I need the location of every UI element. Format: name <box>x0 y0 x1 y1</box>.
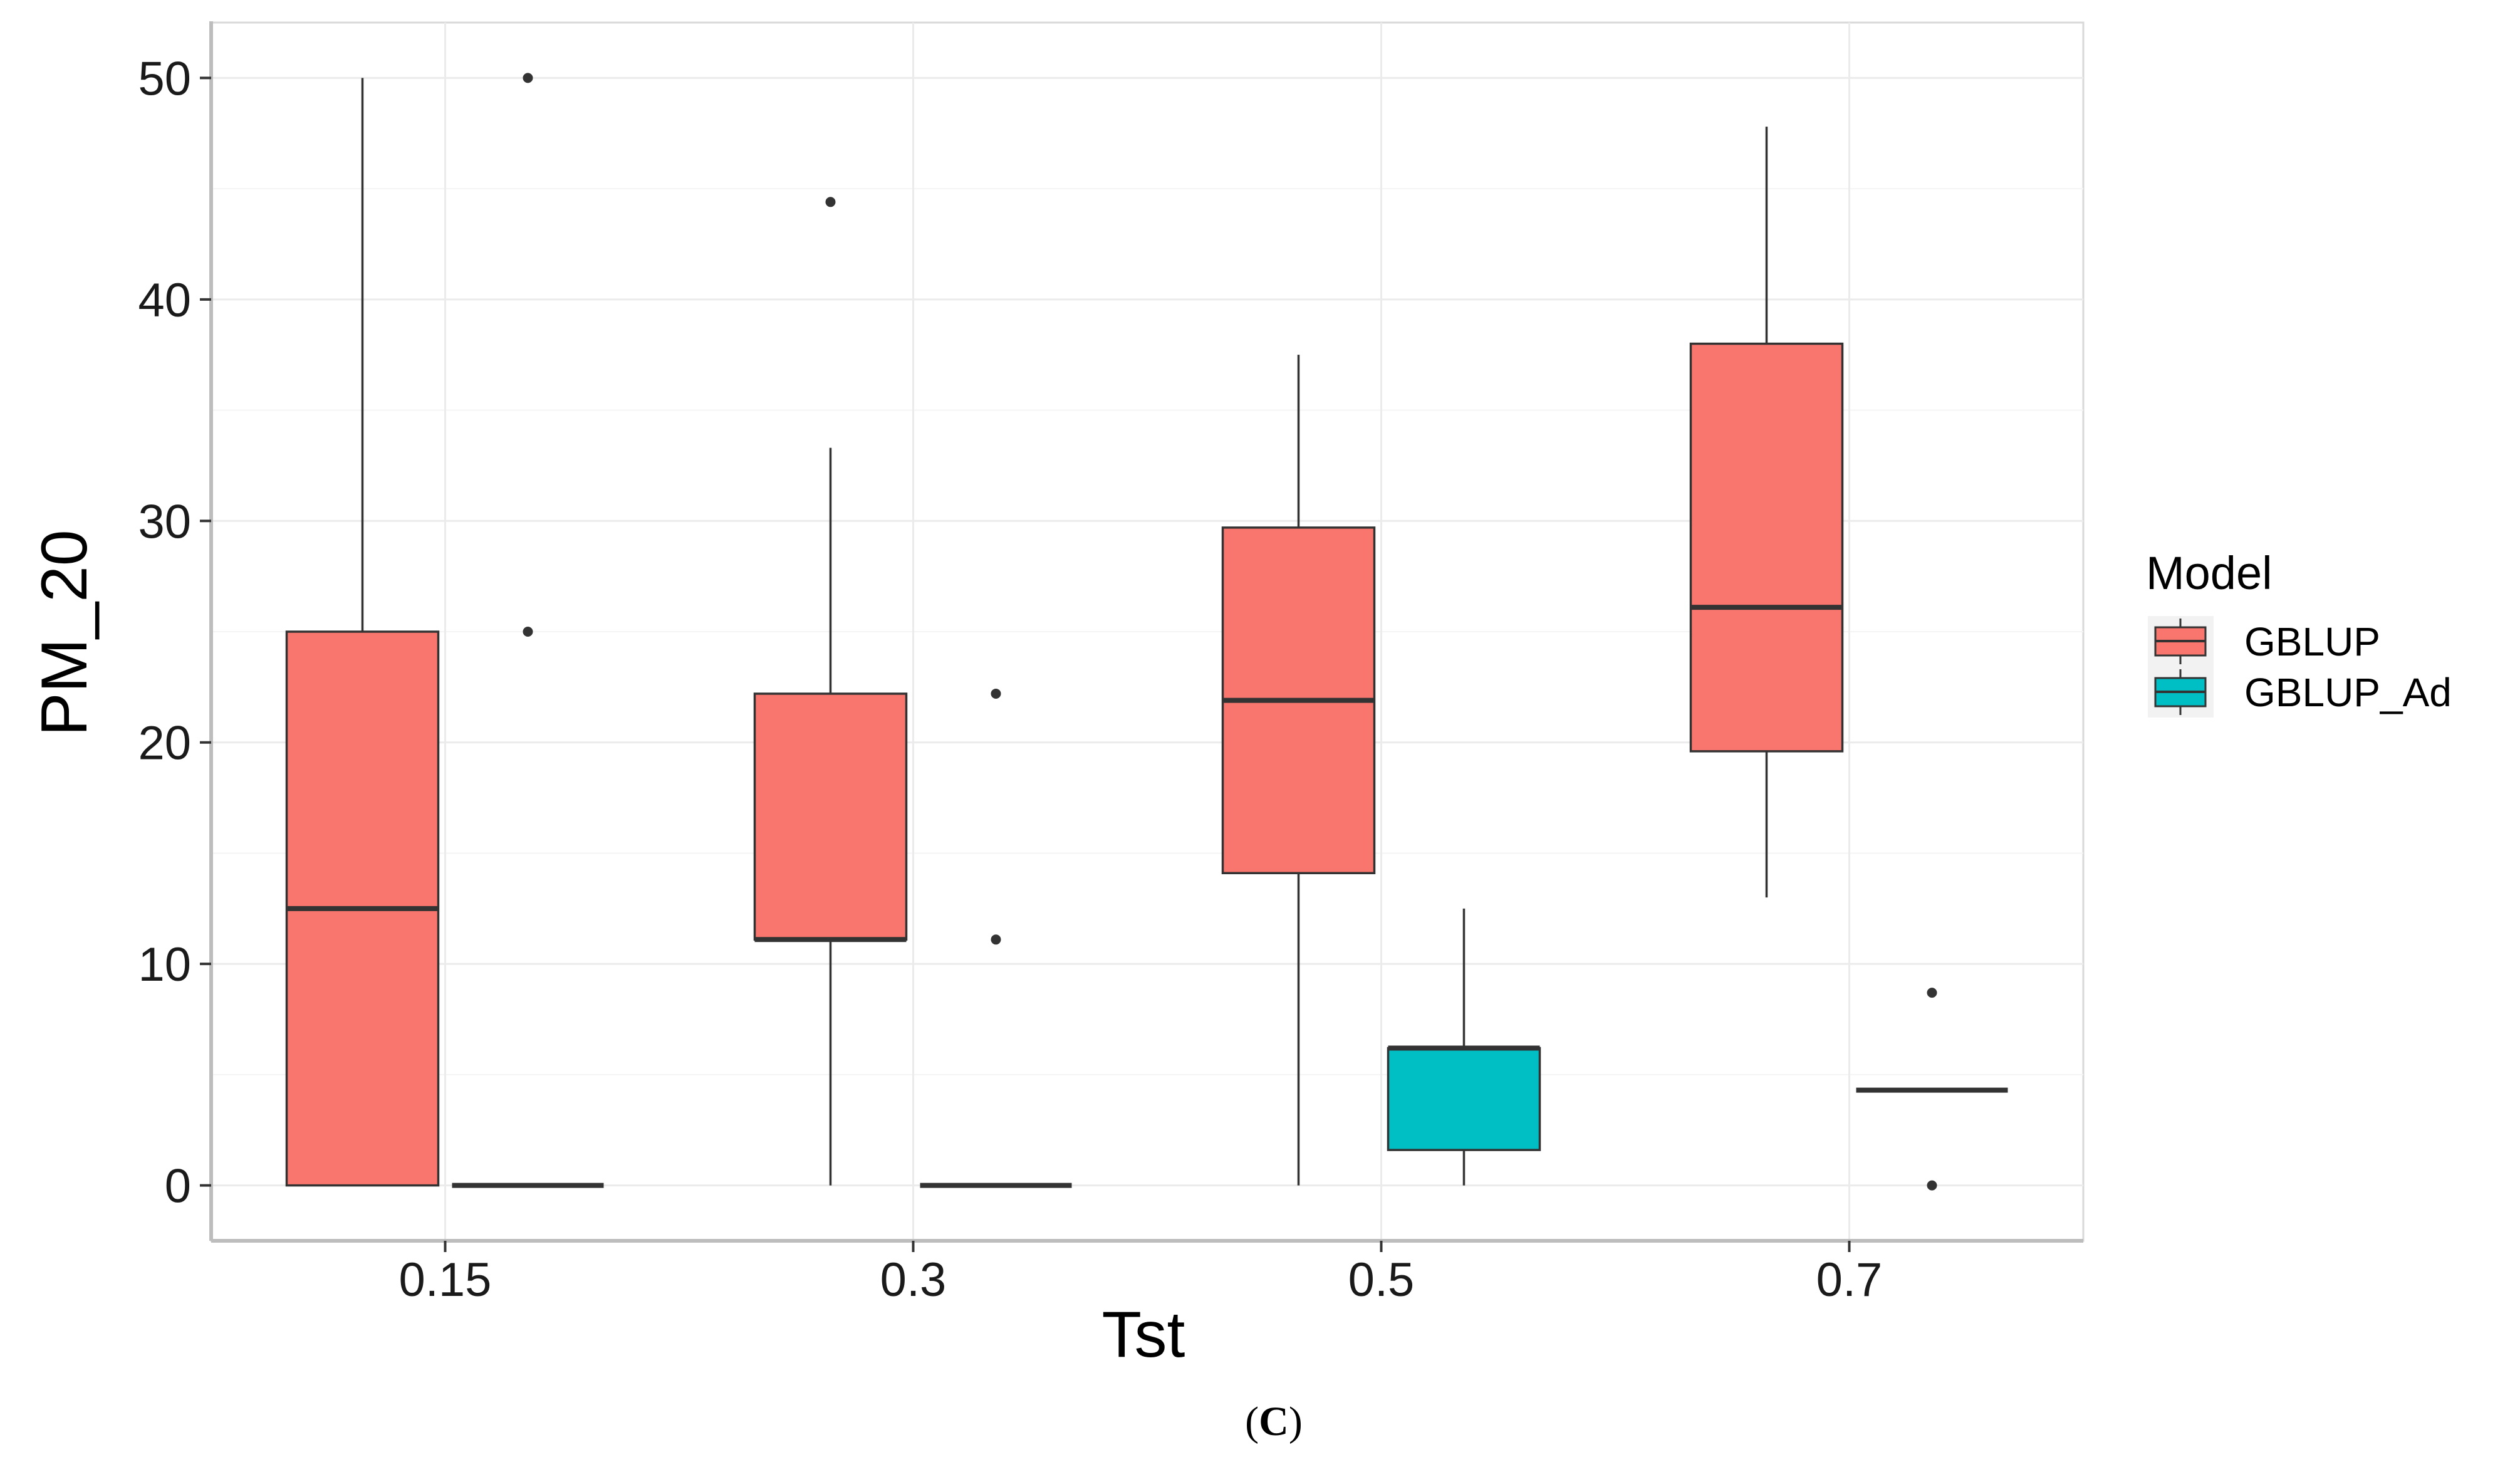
box-gblup-0.7 <box>1689 127 1844 898</box>
x-tick-label: 0.5 <box>1348 1253 1415 1307</box>
y-tick-label: 20 <box>138 717 191 770</box>
outlier-point <box>523 627 533 637</box>
y-tick-label: 30 <box>138 495 191 548</box>
outlier-point <box>1927 988 1937 998</box>
legend-title: Model <box>2146 547 2273 599</box>
outlier-point <box>1927 1180 1937 1191</box>
y-tick-label: 40 <box>138 274 191 327</box>
caption-letter: C <box>1259 1399 1289 1444</box>
caption-close-paren: ) <box>1289 1399 1303 1444</box>
outlier-point <box>991 934 1001 945</box>
x-tick-label: 0.3 <box>880 1253 947 1307</box>
caption-open-paren: ( <box>1245 1399 1259 1444</box>
legend-key-gblup-ad <box>2148 667 2214 718</box>
box-gblup-ad-0.5 <box>1387 908 1541 1186</box>
box-body <box>1689 342 1844 753</box>
axes: 0 10 20 30 40 50 0.15 0.3 0.5 0.7 <box>138 21 2083 1307</box>
legend-label-gblup: GBLUP <box>2244 619 2380 664</box>
y-tick-label: 50 <box>138 52 191 105</box>
x-tick-label: 0.7 <box>1816 1253 1883 1307</box>
outlier-point <box>825 197 836 207</box>
box-gblup-0.15 <box>285 78 440 1187</box>
outlier-point <box>523 73 533 83</box>
x-tick-label: 0.15 <box>399 1253 492 1307</box>
box-gblup-ad-0.15 <box>452 73 604 1188</box>
box-gblup-ad-0.7 <box>1856 988 2008 1191</box>
x-axis-title: Tst <box>1102 1298 1185 1371</box>
box-body <box>753 692 908 941</box>
y-axis-title: PM_20 <box>28 530 101 736</box>
y-tick-label: 0 <box>165 1160 191 1213</box>
legend-label-gblup-ad: GBLUP_Ad <box>2244 670 2452 715</box>
outlier-point <box>991 688 1001 699</box>
box-body <box>1387 1047 1541 1151</box>
legend-key-gblup <box>2148 616 2214 667</box>
y-tick-label: 10 <box>138 938 191 991</box>
box-gblup-0.5 <box>1221 355 1376 1186</box>
box-gblup-ad-0.3 <box>920 688 1072 1188</box>
legend: Model GBLUP GBLUP_Ad <box>2146 547 2452 718</box>
boxes <box>285 73 2008 1191</box>
figure-caption: (C) <box>1245 1399 1303 1444</box>
box-gblup-0.3 <box>753 197 908 1186</box>
legend-keys <box>2148 616 2214 718</box>
